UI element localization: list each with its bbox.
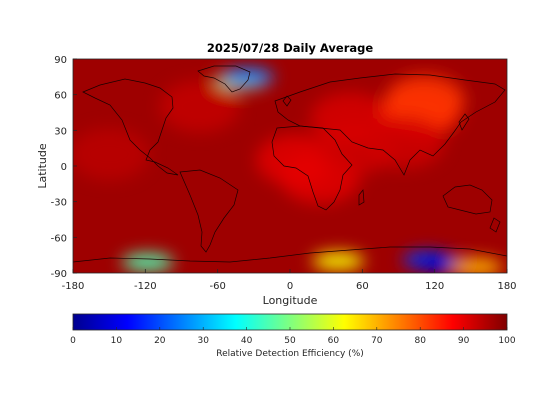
efficiency-field [73,67,503,273]
x-axis-label: Longitude [263,294,318,307]
map-plot-area [72,58,508,274]
y-tick-label-2: 30 [54,126,67,137]
efficiency-region-11 [121,253,174,272]
x-tick-label-0: -180 [62,281,85,292]
colorbar-tick-label-10: 100 [498,336,515,346]
x-tick-label-5: 120 [425,281,444,292]
colorbar-ticks: 0 10 20 30 40 50 60 70 80 90 100 [70,327,516,346]
map-title: 2025/07/28 Daily Average [207,41,374,55]
x-tick-label-4: 60 [356,281,369,292]
colorbar-tick-label-3: 30 [197,336,209,346]
colorbar-tick-label-7: 70 [371,336,383,346]
y-tick-label-0: 90 [54,55,67,66]
y-tick-label-4: -30 [51,198,67,209]
coastlines [73,65,507,263]
colorbar-tick-label-8: 80 [414,336,426,346]
efficiency-region-5 [385,74,466,127]
y-tick-label-6: -90 [51,269,67,280]
colorbar-tick-label-2: 20 [154,336,166,346]
efficiency-region-6 [364,116,445,169]
y-tick-label-3: 0 [61,162,67,173]
efficiency-region-7 [159,80,240,133]
y-tick-label-1: 60 [54,91,67,102]
y-axis: 90 60 30 0 -30 -60 -90 [51,55,77,280]
efficiency-region-15 [450,258,503,273]
colorbar-tick-label-5: 50 [284,336,296,346]
y-axis-label: Latitude [36,143,49,189]
colorbar-tick-label-1: 10 [111,336,123,346]
colorbar-tick-label-9: 90 [458,336,470,346]
colorbar-label: Relative Detection Efficiency (%) [216,349,364,359]
colorbar-tick-label-4: 40 [241,336,253,346]
x-tick-label-2: -60 [209,281,225,292]
x-axis: -180 -120 -60 0 60 120 180 [62,269,517,292]
x-tick-label-6: 180 [497,281,516,292]
colorbar-tick-label-6: 60 [328,336,340,346]
x-tick-label-3: 0 [287,281,293,292]
x-tick-label-1: -120 [134,281,157,292]
colorbar: 0 10 20 30 40 50 60 70 80 90 100 Relative Detectio… [70,313,516,359]
colorbar-tick-label-0: 0 [70,336,76,346]
efficiency-region-12 [312,252,365,271]
y-tick-label-5: -60 [51,233,67,244]
efficiency-region-8 [73,128,150,181]
efficiency-region-10 [221,67,274,86]
